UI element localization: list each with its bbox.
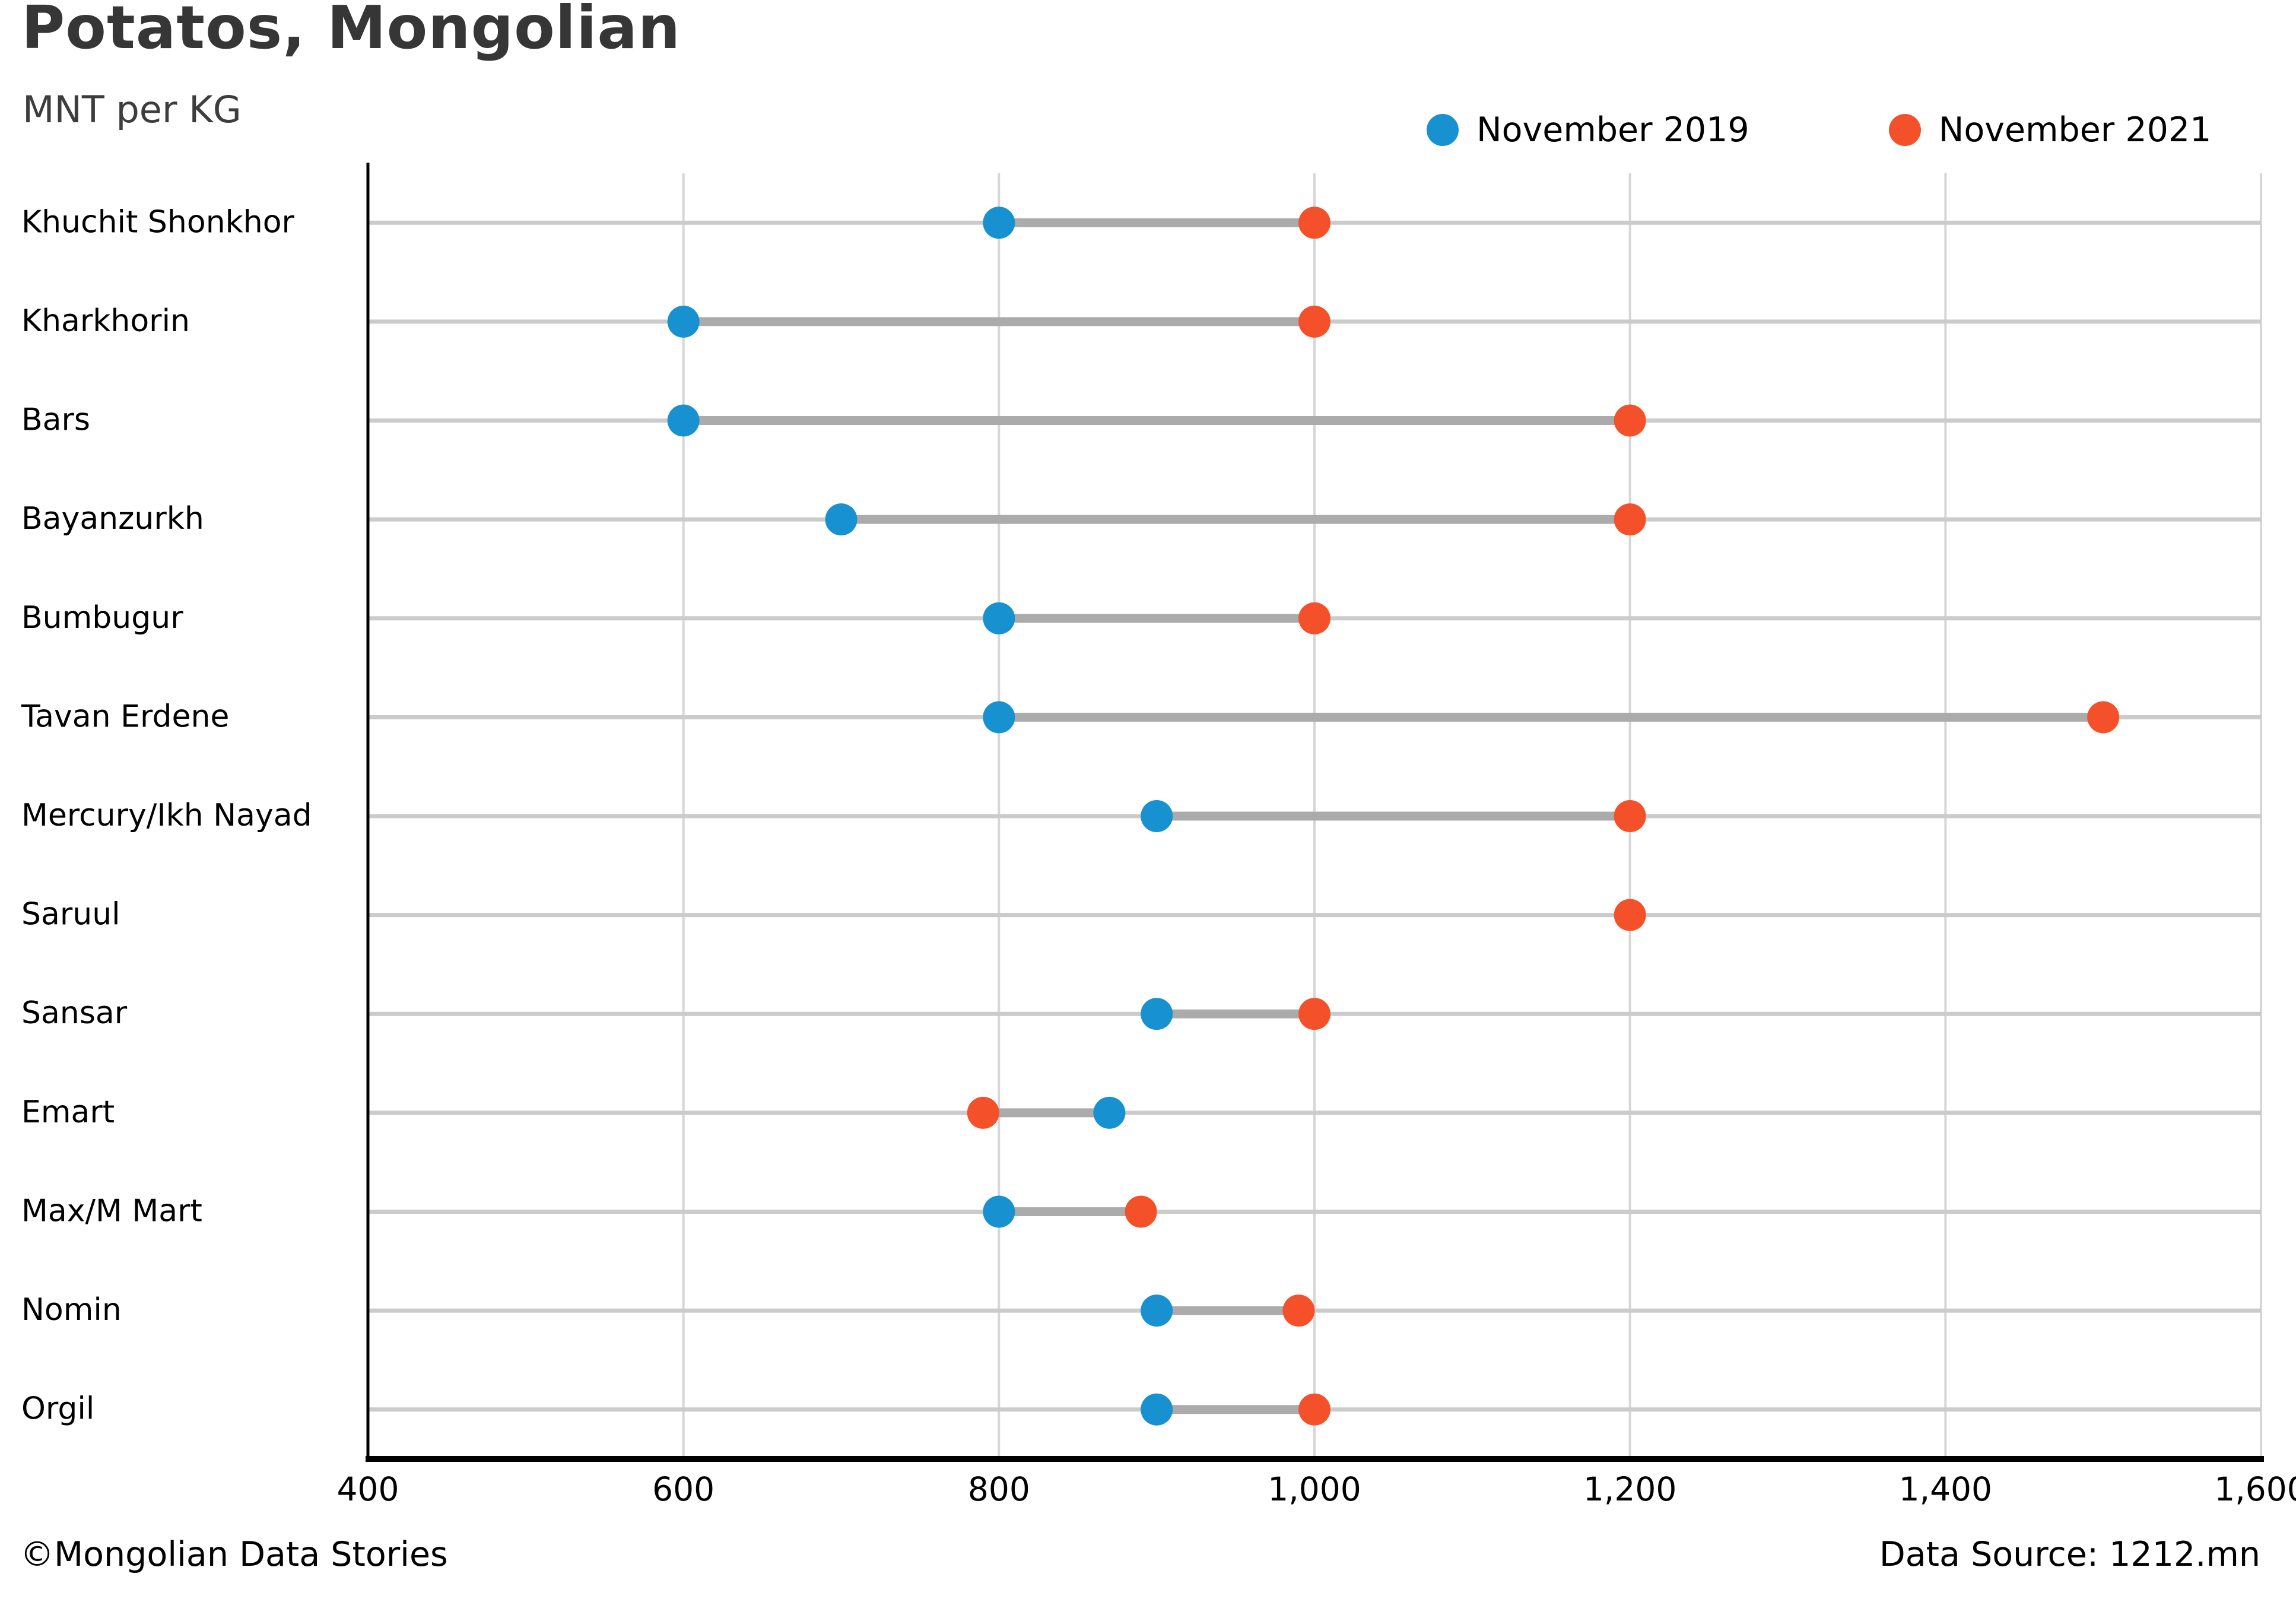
y-axis-label: Bayanzurkh — [21, 501, 204, 537]
legend-item-november-2019: November 2019 — [1427, 110, 1749, 150]
x-axis-tick-label: 400 — [337, 1470, 399, 1508]
data-point-2021[interactable] — [2087, 701, 2120, 734]
x-axis-tick-label: 1,000 — [1268, 1470, 1361, 1508]
x-axis-tick-label: 800 — [968, 1470, 1030, 1508]
data-point-2019[interactable] — [983, 701, 1015, 734]
y-axis-label: Sansar — [21, 995, 128, 1031]
legend-label-2019: November 2019 — [1476, 110, 1749, 150]
data-point-2021[interactable] — [1125, 1195, 1157, 1228]
data-point-2021[interactable] — [1614, 404, 1646, 437]
copyright-text: ©Mongolian Data Stories — [20, 1535, 448, 1574]
legend-item-november-2021: November 2021 — [1888, 110, 2212, 150]
x-axis-tick-label: 1,400 — [1899, 1470, 1992, 1508]
y-axis-label: Orgil — [21, 1391, 94, 1427]
data-point-2021[interactable] — [1282, 1295, 1315, 1327]
data-point-2021[interactable] — [1614, 800, 1646, 832]
y-axis-label: Khuchit Shonkhor — [21, 204, 295, 240]
data-point-2019[interactable] — [1141, 1295, 1173, 1327]
data-point-2019[interactable] — [983, 207, 1015, 239]
data-point-2021[interactable] — [1298, 305, 1330, 338]
page-title: Potatos, Mongolian — [21, 0, 681, 62]
legend-dot-2021-icon — [1888, 114, 1921, 146]
data-point-2019[interactable] — [983, 1195, 1015, 1228]
data-point-2021[interactable] — [1298, 602, 1330, 634]
legend-label-2021: November 2021 — [1938, 110, 2212, 150]
data-point-2021[interactable] — [1298, 207, 1330, 239]
y-axis-label: Max/M Mart — [21, 1193, 202, 1229]
data-point-2021[interactable] — [1614, 899, 1646, 931]
x-axis-tick-label: 600 — [652, 1470, 714, 1508]
y-axis-label: Kharkhorin — [21, 303, 190, 339]
data-point-2019[interactable] — [1141, 1393, 1173, 1426]
y-axis-label: Nomin — [21, 1292, 122, 1328]
data-point-2019[interactable] — [1093, 1096, 1126, 1129]
x-axis-tick-label: 1,200 — [1583, 1470, 1676, 1508]
data-point-2021[interactable] — [1298, 998, 1330, 1030]
data-point-2019[interactable] — [1141, 800, 1173, 832]
legend-dot-2019-icon — [1427, 114, 1459, 146]
data-point-2019[interactable] — [667, 404, 700, 437]
data-point-2019[interactable] — [825, 503, 858, 536]
data-point-2019[interactable] — [1141, 998, 1173, 1030]
y-axis-label: Mercury/Ikh Nayad — [21, 798, 312, 833]
data-point-2021[interactable] — [1614, 503, 1646, 536]
y-axis-label: Saruul — [21, 897, 120, 932]
data-point-2019[interactable] — [667, 305, 700, 338]
y-axis-label: Emart — [21, 1094, 115, 1130]
legend: November 2019 November 2021 — [1427, 110, 2211, 150]
y-axis-label: Bumbugur — [21, 600, 183, 636]
data-source-text: Data Source: 1212.mn — [1879, 1535, 2260, 1574]
y-axis-label: Bars — [21, 402, 90, 438]
page-subtitle: MNT per KG — [23, 88, 242, 131]
y-axis-label: Tavan Erdene — [21, 699, 229, 734]
data-point-2021[interactable] — [1298, 1393, 1330, 1426]
x-axis-tick-label: 1,600 — [2214, 1470, 2296, 1508]
data-point-2021[interactable] — [967, 1096, 999, 1129]
data-point-2019[interactable] — [983, 602, 1015, 634]
